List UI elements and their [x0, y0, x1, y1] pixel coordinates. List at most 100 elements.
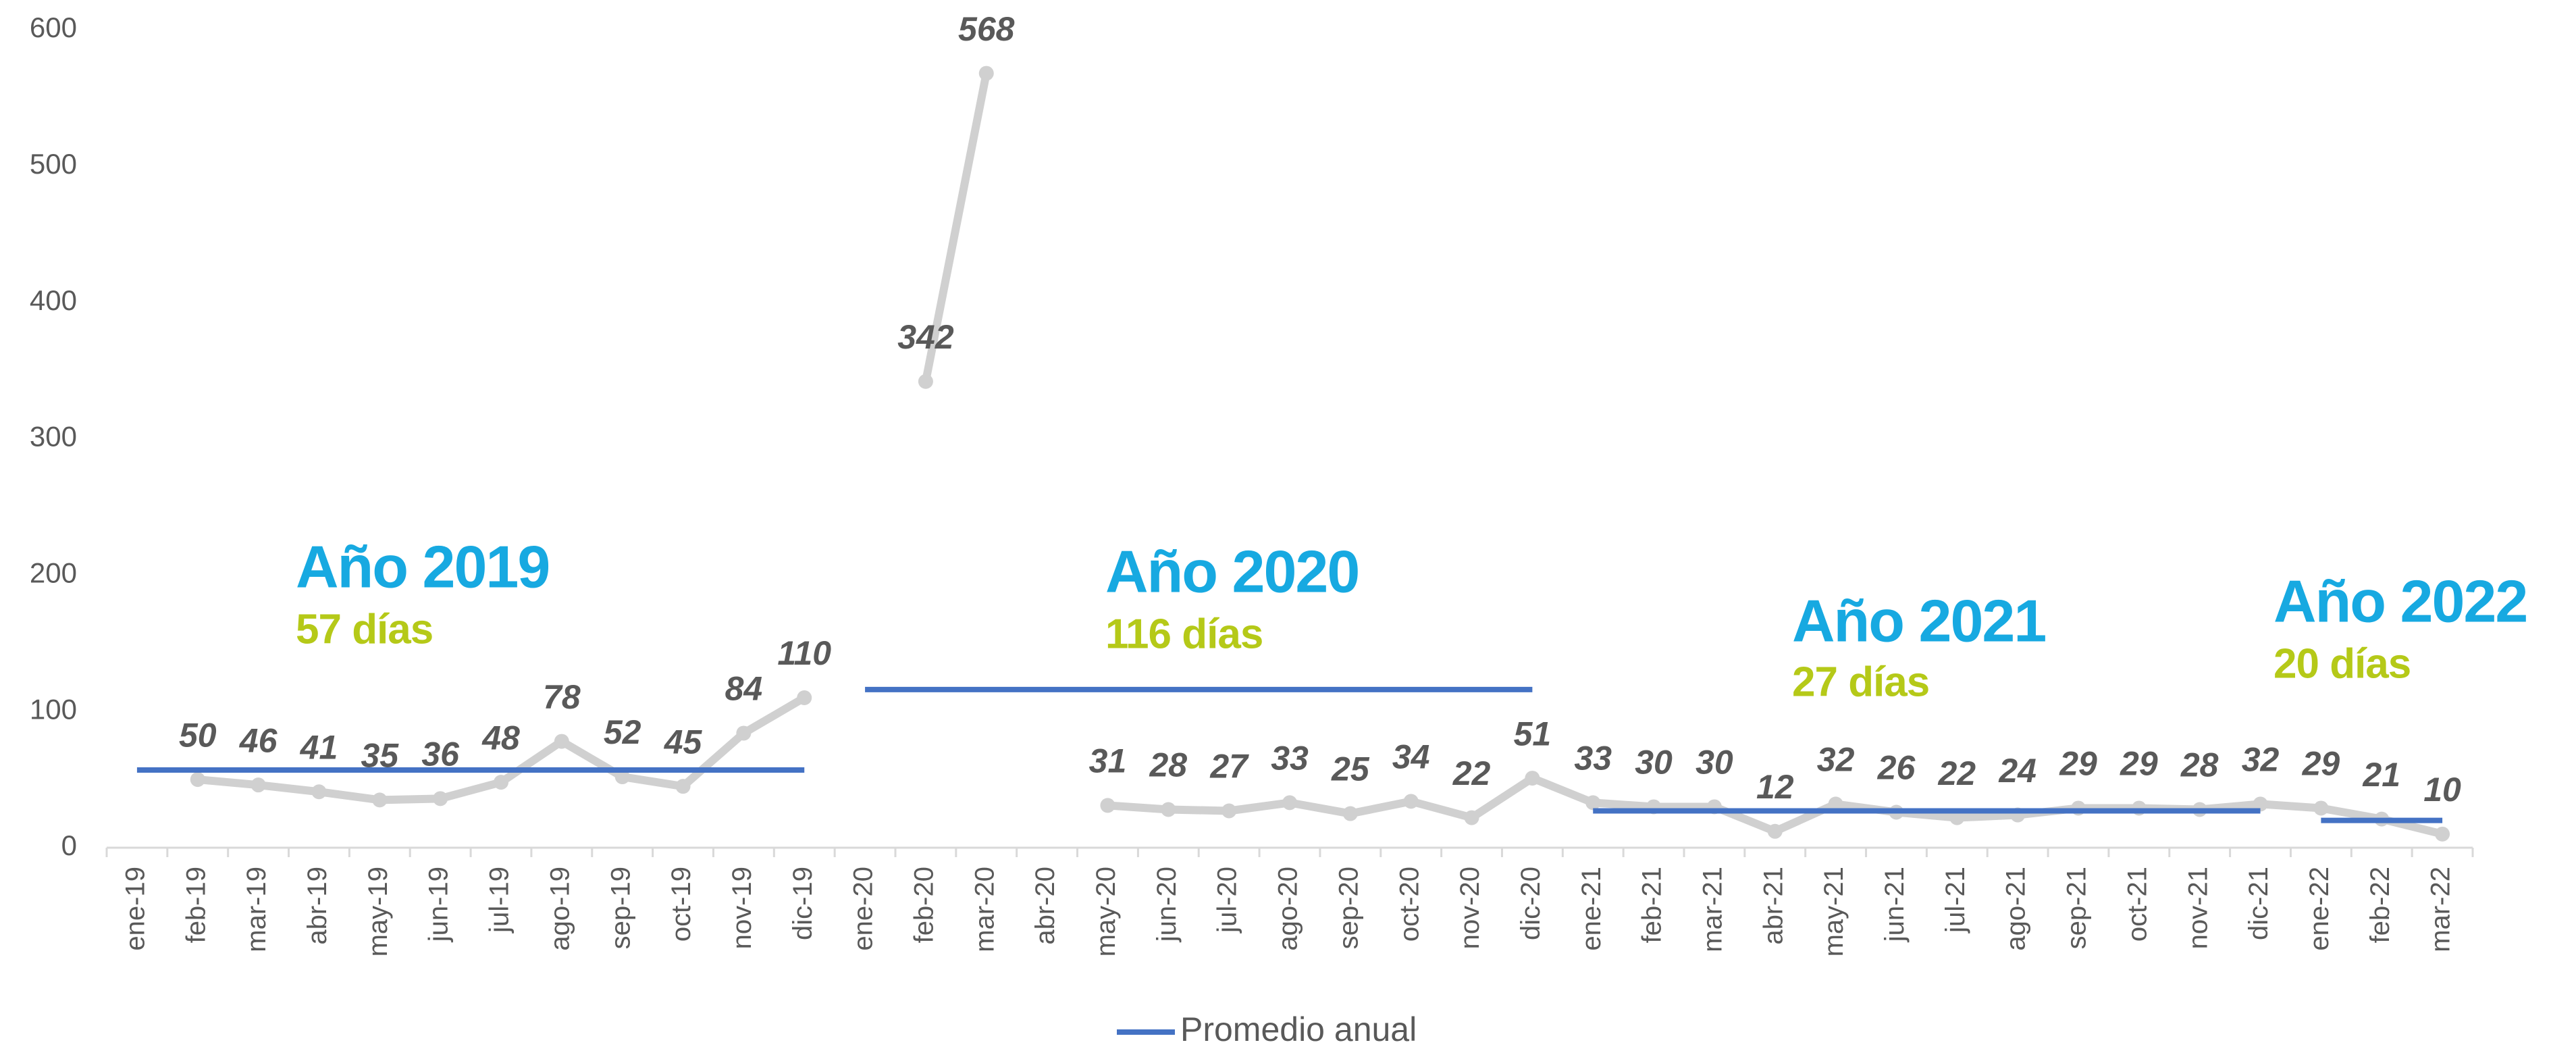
- data-label: 51: [1514, 715, 1552, 752]
- x-tick-label: feb-20: [909, 867, 939, 943]
- x-tick-label: feb-22: [2365, 867, 2395, 943]
- x-tick-label: mar-20: [970, 867, 999, 952]
- year-average: 57 días: [296, 606, 433, 652]
- data-label: 21: [2362, 756, 2400, 794]
- data-label: 29: [2059, 745, 2097, 783]
- data-point: [1949, 810, 1965, 825]
- data-label: 32: [2242, 741, 2280, 779]
- data-point: [2435, 826, 2450, 842]
- x-tick-label: mar-22: [2426, 867, 2456, 952]
- data-point: [251, 777, 266, 793]
- data-point: [797, 690, 812, 705]
- year-title: Año 2020: [1105, 538, 1359, 605]
- x-tick-label: mar-21: [1698, 867, 1727, 952]
- y-tick-label: 100: [30, 693, 77, 725]
- data-point: [1464, 810, 1479, 825]
- data-point: [978, 66, 994, 81]
- x-tick-label: may-19: [363, 867, 393, 956]
- x-tick-label: ene-21: [1577, 867, 1606, 951]
- data-label: 32: [1817, 741, 1855, 779]
- data-label: 78: [543, 678, 581, 716]
- year-title: Año 2021: [1792, 587, 2045, 654]
- data-line: [921, 69, 991, 386]
- data-point: [1585, 795, 1601, 811]
- x-tick-label: ago-21: [2001, 867, 2031, 951]
- data-point: [311, 784, 327, 800]
- x-tick-label: dic-20: [1516, 867, 1546, 940]
- x-tick-label: jun-19: [424, 867, 454, 942]
- data-label: 568: [958, 10, 1015, 48]
- x-tick-label: jul-20: [1213, 867, 1242, 933]
- data-label: 29: [2120, 745, 2158, 783]
- data-point: [190, 772, 205, 788]
- data-label: 30: [1635, 744, 1673, 781]
- data-label: 27: [1209, 748, 1249, 786]
- x-tick-label: oct-21: [2122, 867, 2152, 942]
- y-tick-label: 300: [30, 421, 77, 453]
- data-label: 48: [481, 719, 520, 757]
- x-tick-label: sep-20: [1334, 867, 1363, 949]
- data-point: [1342, 806, 1358, 821]
- data-label: 24: [1998, 752, 2036, 790]
- data-point: [1525, 771, 1540, 786]
- data-label: 45: [664, 723, 703, 761]
- data-point: [2253, 796, 2268, 812]
- x-tick-label: jul-21: [1941, 867, 1970, 933]
- year-average: 20 días: [2273, 640, 2411, 687]
- data-point: [1403, 794, 1419, 809]
- x-tick-label: mar-19: [242, 867, 271, 952]
- data-point: [1828, 796, 1843, 812]
- x-tick-label: may-21: [1819, 867, 1849, 956]
- x-tick-label: abr-19: [303, 867, 332, 945]
- year-average: 27 días: [1792, 659, 1929, 705]
- x-tick-label: ene-20: [849, 867, 878, 951]
- data-point: [1221, 803, 1237, 819]
- data-label: 41: [300, 728, 338, 766]
- y-tick-label: 600: [30, 11, 77, 43]
- legend-label: Promedio anual: [1180, 1010, 1417, 1048]
- data-point: [1161, 802, 1176, 817]
- x-tick-label: ago-19: [545, 867, 575, 951]
- data-point: [2313, 800, 2329, 816]
- data-label: 52: [604, 713, 641, 751]
- data-point: [1282, 795, 1297, 811]
- data-label: 33: [1271, 740, 1309, 777]
- x-tick-label: nov-20: [1455, 867, 1485, 949]
- data-label: 22: [1937, 754, 1976, 792]
- year-title: Año 2019: [296, 533, 549, 600]
- data-label: 35: [361, 737, 399, 775]
- data-point: [675, 779, 691, 794]
- year-title: Año 2022: [2273, 567, 2527, 634]
- data-point: [372, 792, 388, 808]
- data-label: 28: [1149, 746, 1187, 784]
- data-label: 342: [897, 318, 954, 356]
- x-tick-label: ago-20: [1273, 867, 1303, 951]
- data-label: 29: [2302, 745, 2340, 783]
- x-tick-label: dic-19: [788, 867, 818, 940]
- data-label: 31: [1089, 742, 1127, 780]
- data-point: [554, 734, 569, 749]
- x-tick-label: oct-19: [666, 867, 696, 942]
- data-label: 26: [1877, 749, 1916, 787]
- x-tick-label: abr-21: [1758, 867, 1788, 945]
- y-tick-label: 400: [30, 284, 77, 316]
- x-tick-label: abr-20: [1030, 867, 1060, 945]
- data-label: 46: [239, 721, 278, 759]
- data-label: 34: [1392, 738, 1430, 776]
- data-point: [736, 725, 752, 741]
- data-label: 10: [2423, 771, 2461, 809]
- data-point: [433, 791, 448, 806]
- data-point: [614, 769, 630, 785]
- x-tick-label: sep-19: [606, 867, 635, 949]
- data-label: 22: [1452, 754, 1491, 792]
- data-label: 36: [421, 736, 460, 773]
- data-label: 33: [1574, 740, 1612, 777]
- data-point: [1767, 823, 1783, 839]
- x-tick-label: feb-21: [1637, 867, 1667, 943]
- data-label: 28: [2180, 746, 2219, 784]
- x-tick-label: nov-19: [727, 867, 757, 949]
- data-label: 25: [1331, 750, 1370, 788]
- y-tick-label: 0: [61, 829, 77, 861]
- data-point: [494, 775, 508, 790]
